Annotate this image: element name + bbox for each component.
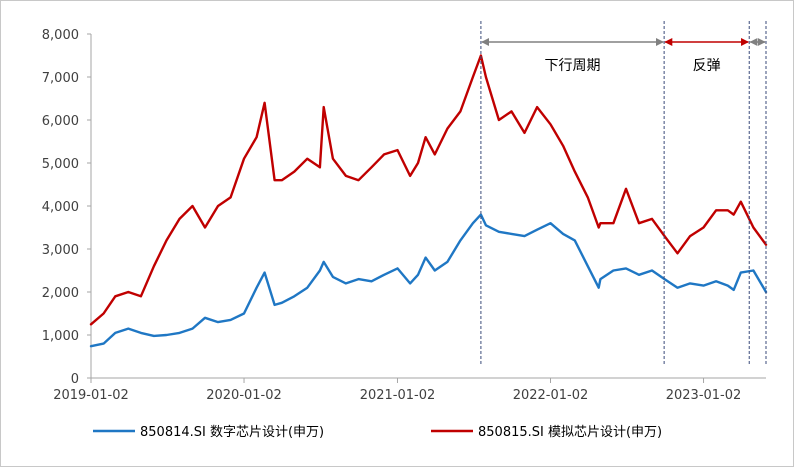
y-tick-label: 1,000 xyxy=(42,329,79,344)
y-tick-label: 6,000 xyxy=(42,114,79,129)
x-tick-label: 2019-01-02 xyxy=(53,388,129,403)
y-tick-label: 3,000 xyxy=(42,243,79,258)
x-tick-label: 2021-01-02 xyxy=(360,388,436,403)
series-line-1 xyxy=(89,213,768,348)
x-tick-label: 2022-01-02 xyxy=(513,388,589,403)
y-tick-label: 8,000 xyxy=(42,28,79,43)
x-tick-label: 2020-01-02 xyxy=(206,388,282,403)
legend-label-1: 850814.SI 数字芯片设计(申万) xyxy=(140,425,324,440)
y-tick-label: 7,000 xyxy=(42,71,79,86)
legend-label-2: 850815.SI 模拟芯片设计(申万) xyxy=(478,425,662,440)
cycle-dividers xyxy=(480,21,767,366)
series-line-2 xyxy=(89,54,768,326)
legend: 850814.SI 数字芯片设计(申万) 850815.SI 模拟芯片设计(申万) xyxy=(93,425,662,440)
x-tick-label: 2023-01-02 xyxy=(666,388,742,403)
y-tick-label: 5,000 xyxy=(42,157,79,172)
cycle-label-2: 反弹 xyxy=(693,58,721,74)
cycle-arrows: 下行周期 反弹 xyxy=(481,38,766,74)
y-axis-ticks: 0 1,000 2,000 3,000 4,000 5,000 6,000 7,000 8,00… xyxy=(42,28,91,387)
series-lines xyxy=(89,54,768,348)
y-tick-label: 4,000 xyxy=(42,200,79,215)
x-axis-ticks: 2019-01-02 2020-01-02 2021-01-02 2022-01-02… xyxy=(53,378,741,403)
y-tick-label: 2,000 xyxy=(42,286,79,301)
cycle-label-1: 下行周期 xyxy=(545,58,601,74)
y-tick-label: 0 xyxy=(71,372,79,387)
